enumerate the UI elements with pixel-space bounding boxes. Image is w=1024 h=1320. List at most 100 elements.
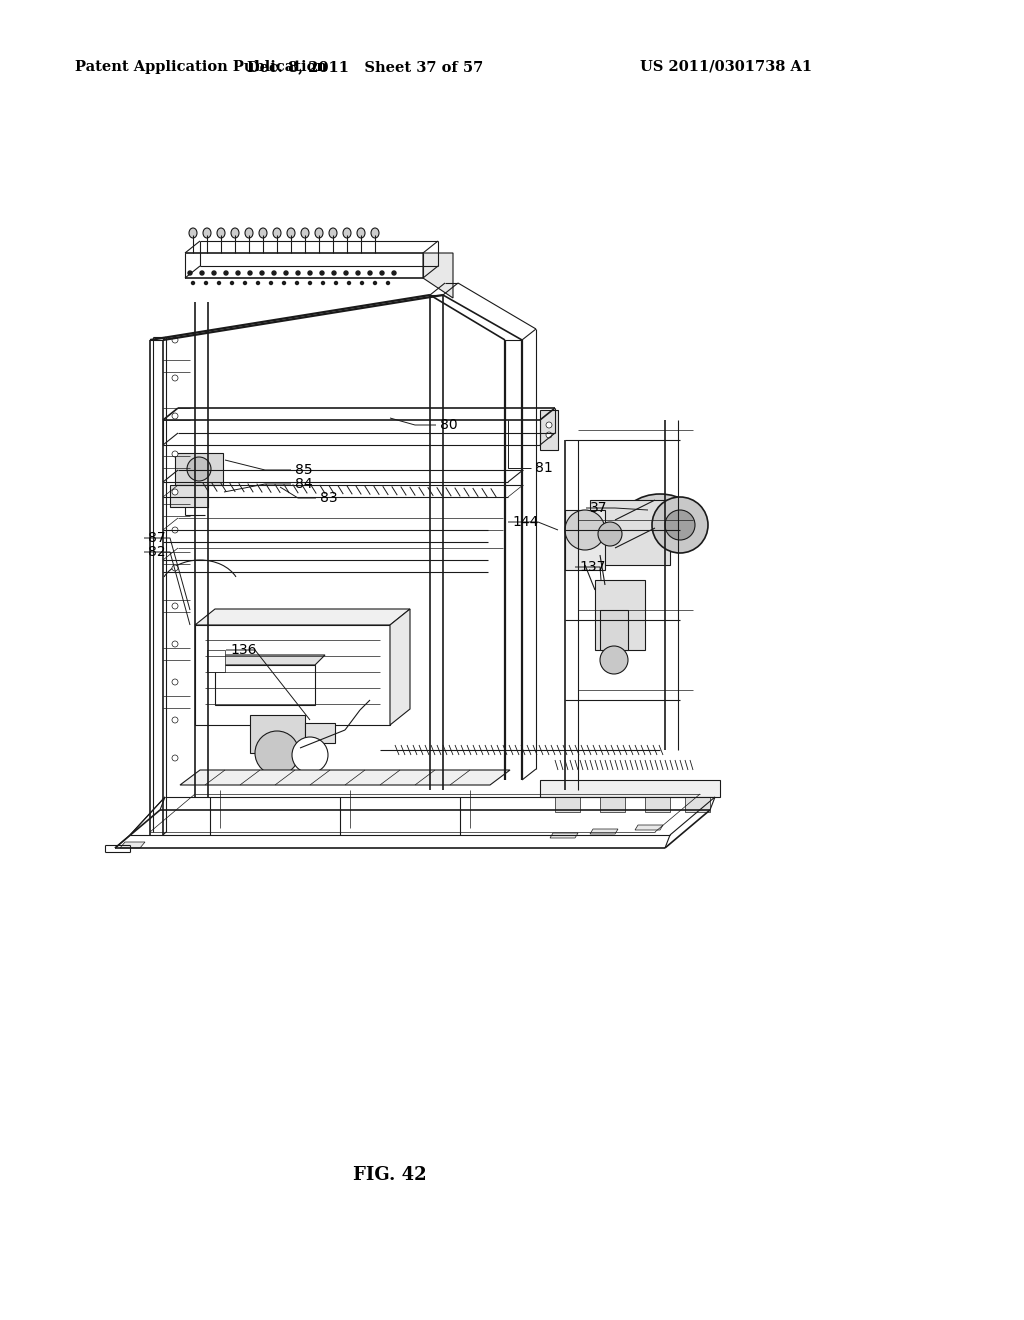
Bar	[555, 797, 580, 812]
Text: 82: 82	[148, 545, 166, 558]
Circle shape	[248, 271, 252, 275]
Text: 137: 137	[579, 560, 605, 574]
Polygon shape	[540, 780, 720, 797]
Bar	[645, 797, 670, 812]
Circle shape	[172, 451, 178, 457]
Circle shape	[172, 375, 178, 381]
Circle shape	[600, 645, 628, 675]
Circle shape	[284, 271, 288, 275]
Text: 144: 144	[512, 515, 539, 529]
Circle shape	[308, 281, 311, 285]
Circle shape	[224, 271, 228, 275]
Bar	[305, 723, 335, 743]
Circle shape	[269, 281, 272, 285]
Circle shape	[322, 281, 325, 285]
Text: 87: 87	[148, 531, 166, 545]
Circle shape	[230, 281, 233, 285]
Polygon shape	[180, 770, 510, 785]
Polygon shape	[195, 624, 390, 725]
Ellipse shape	[343, 228, 351, 238]
Circle shape	[172, 527, 178, 533]
Polygon shape	[215, 655, 325, 665]
Circle shape	[191, 281, 195, 285]
Text: Patent Application Publication: Patent Application Publication	[75, 59, 327, 74]
Text: 80: 80	[440, 418, 458, 432]
Text: 84: 84	[295, 477, 312, 491]
Circle shape	[344, 271, 348, 275]
Circle shape	[335, 281, 338, 285]
Polygon shape	[390, 609, 410, 725]
Circle shape	[380, 271, 384, 275]
Bar	[600, 610, 628, 649]
Bar	[250, 715, 305, 752]
Circle shape	[652, 498, 708, 553]
Ellipse shape	[357, 228, 365, 238]
Circle shape	[308, 271, 312, 275]
Ellipse shape	[259, 228, 267, 238]
Circle shape	[256, 281, 259, 285]
Text: 136: 136	[230, 643, 256, 657]
Polygon shape	[635, 825, 663, 830]
Circle shape	[244, 281, 247, 285]
Circle shape	[172, 488, 178, 495]
Text: 37: 37	[590, 502, 607, 515]
Ellipse shape	[301, 228, 309, 238]
Circle shape	[217, 281, 220, 285]
Circle shape	[565, 510, 605, 550]
Circle shape	[598, 521, 622, 546]
Circle shape	[272, 271, 276, 275]
Circle shape	[172, 603, 178, 609]
Circle shape	[260, 271, 264, 275]
Bar	[565, 510, 605, 570]
Ellipse shape	[621, 494, 699, 552]
Ellipse shape	[231, 228, 239, 238]
Bar	[207, 649, 225, 672]
Circle shape	[212, 271, 216, 275]
Circle shape	[332, 271, 336, 275]
Circle shape	[187, 457, 211, 480]
Text: US 2011/0301738 A1: US 2011/0301738 A1	[640, 59, 812, 74]
Circle shape	[296, 271, 300, 275]
Circle shape	[374, 281, 377, 285]
Circle shape	[188, 271, 193, 275]
Ellipse shape	[203, 228, 211, 238]
Circle shape	[665, 510, 695, 540]
Bar	[595, 579, 645, 649]
Circle shape	[386, 281, 389, 285]
Polygon shape	[590, 829, 618, 834]
Circle shape	[319, 271, 324, 275]
Circle shape	[360, 281, 364, 285]
Bar	[590, 500, 670, 565]
Polygon shape	[215, 665, 315, 705]
Text: 81: 81	[535, 461, 553, 475]
Circle shape	[546, 432, 552, 438]
Circle shape	[296, 281, 299, 285]
Bar	[170, 484, 208, 507]
Circle shape	[172, 642, 178, 647]
Text: FIG. 42: FIG. 42	[353, 1166, 427, 1184]
Circle shape	[347, 281, 350, 285]
Ellipse shape	[315, 228, 323, 238]
Circle shape	[546, 422, 552, 428]
Ellipse shape	[217, 228, 225, 238]
Ellipse shape	[273, 228, 281, 238]
Ellipse shape	[635, 503, 665, 543]
Text: Dec. 8, 2011   Sheet 37 of 57: Dec. 8, 2011 Sheet 37 of 57	[247, 59, 483, 74]
Circle shape	[200, 271, 204, 275]
Circle shape	[368, 271, 372, 275]
Circle shape	[392, 271, 396, 275]
Circle shape	[292, 737, 328, 774]
Bar	[600, 797, 625, 812]
Polygon shape	[120, 842, 145, 847]
Bar	[685, 797, 710, 812]
Ellipse shape	[189, 228, 197, 238]
Ellipse shape	[245, 228, 253, 238]
Ellipse shape	[329, 228, 337, 238]
Circle shape	[172, 755, 178, 762]
Text: 83: 83	[319, 491, 338, 506]
Circle shape	[172, 678, 178, 685]
Bar	[175, 453, 223, 484]
Circle shape	[172, 717, 178, 723]
Circle shape	[236, 271, 240, 275]
Circle shape	[172, 565, 178, 572]
